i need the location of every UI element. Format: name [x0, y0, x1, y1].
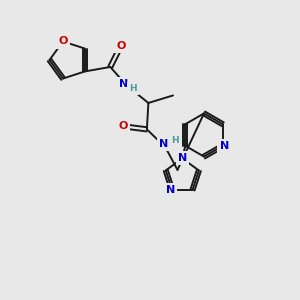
Text: H: H	[171, 136, 179, 145]
Text: N: N	[166, 185, 175, 195]
Text: O: O	[119, 122, 128, 131]
Text: N: N	[178, 153, 187, 163]
Text: N: N	[220, 141, 229, 151]
Text: O: O	[58, 37, 68, 46]
Text: N: N	[159, 140, 169, 149]
Text: N: N	[119, 79, 128, 89]
Text: O: O	[116, 41, 125, 51]
Text: H: H	[130, 84, 137, 93]
